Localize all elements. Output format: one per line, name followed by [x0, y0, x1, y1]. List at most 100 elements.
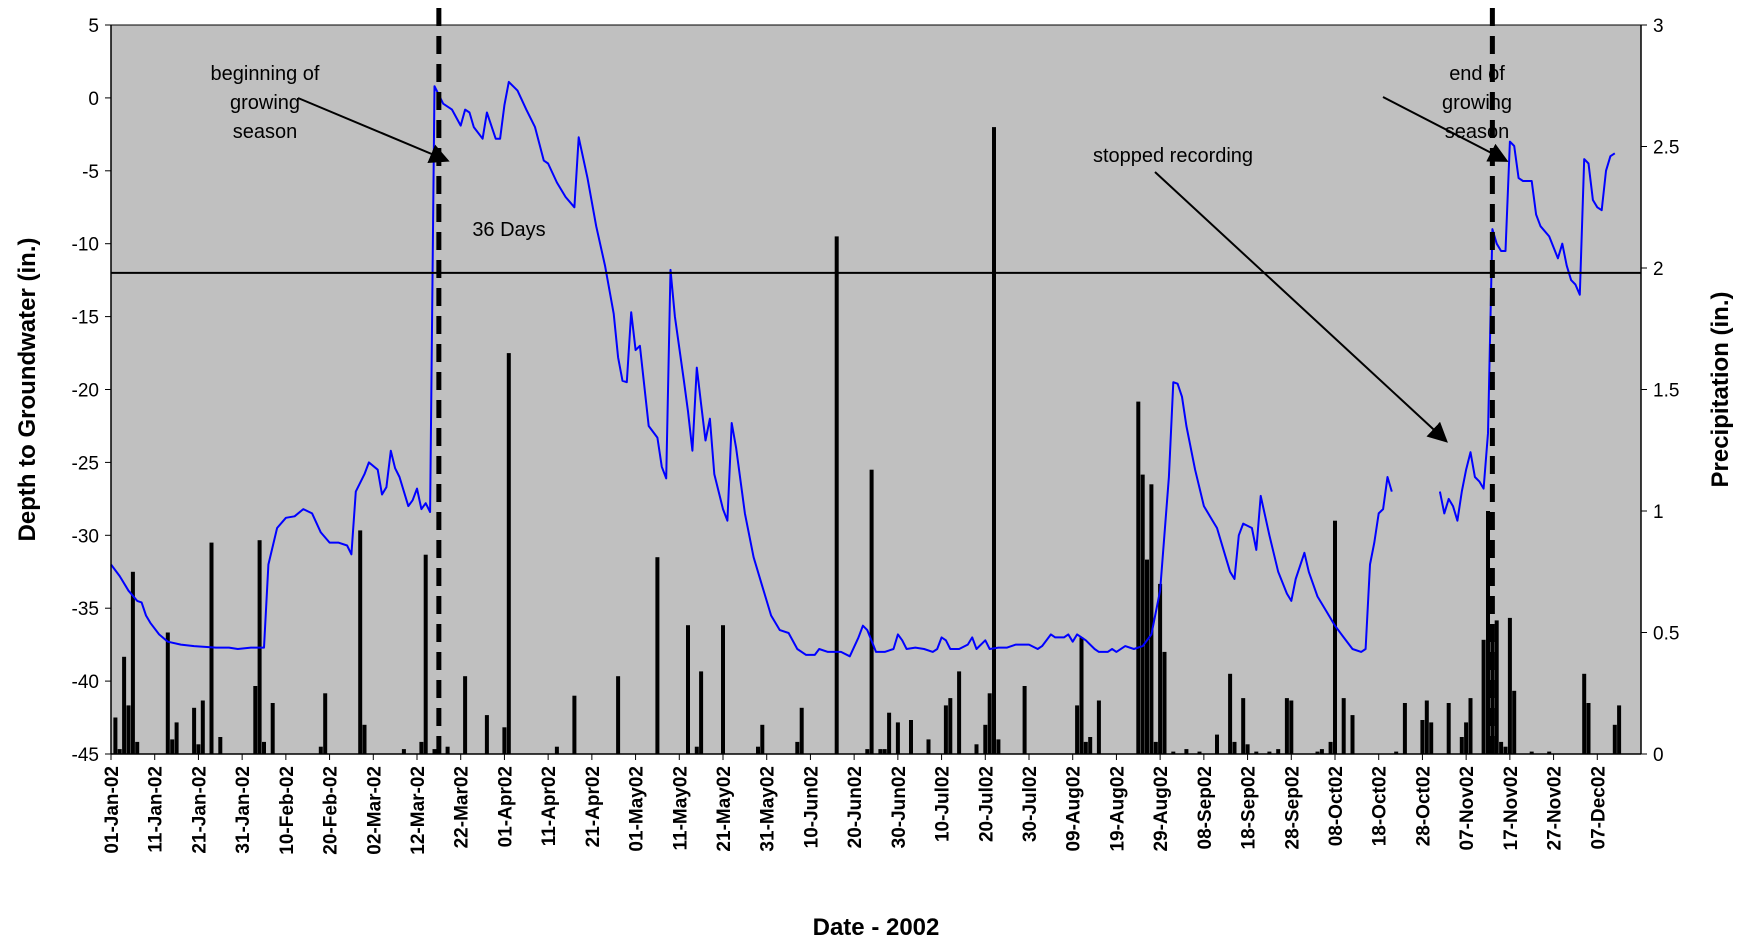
precipitation-bar — [1197, 751, 1202, 754]
right-tick-label: 3 — [1653, 16, 1664, 37]
left-tick-label: -40 — [72, 672, 99, 693]
precipitation-bar — [987, 693, 992, 755]
x-tick-label: 09-Aug02 — [1064, 766, 1085, 852]
arrow-stopped-recording — [1154, 171, 1448, 443]
x-tick-label: 11-Jan-02 — [146, 766, 167, 853]
precipitation-bar — [1245, 744, 1250, 754]
precipitation-bar — [126, 705, 131, 754]
precipitation-bar — [502, 727, 507, 754]
precipitation-bar — [1507, 617, 1512, 754]
x-tick-label: 17-Nov02 — [1501, 766, 1522, 851]
precipitation-bar — [1512, 690, 1517, 754]
left-tick-label: -25 — [72, 453, 99, 474]
precipitation-bar — [165, 632, 170, 754]
x-tick-label: 18-Sep02 — [1239, 766, 1260, 849]
precipitation-bar — [1446, 703, 1451, 754]
precipitation-bar — [117, 749, 122, 754]
precipitation-bar — [209, 542, 214, 754]
precipitation-bar — [113, 717, 118, 754]
x-tick-label: 01-Jan-02 — [102, 766, 123, 854]
x-tick-label: 11-Apr02 — [539, 766, 560, 846]
left-tick-label: -10 — [72, 235, 99, 256]
x-tick-label: 01-May02 — [627, 766, 648, 852]
left-tick-label: -45 — [72, 745, 99, 766]
annotation-end-growing-season-line: end of — [1449, 63, 1505, 85]
precipitation-bar — [974, 744, 979, 754]
x-tick-label: 07-Nov02 — [1457, 766, 1478, 851]
x-tick-label: 11-May02 — [670, 766, 691, 851]
precipitation-bar — [1083, 741, 1088, 754]
precipitation-bar — [253, 686, 258, 754]
groundwater-lines — [110, 80, 1616, 658]
annotation-beginning-growing-season-line: beginning of — [211, 63, 320, 85]
precipitation-bar — [1289, 700, 1294, 754]
left-tick-label: -20 — [72, 381, 99, 402]
precipitation-bar — [882, 749, 887, 754]
left-tick-label: -35 — [72, 599, 99, 620]
precipitation-bar — [1499, 741, 1504, 754]
precipitation-bar — [1171, 751, 1176, 754]
precipitation-bar — [318, 746, 323, 754]
precipitation-bar — [170, 739, 175, 754]
precipitation-bar — [358, 530, 363, 754]
precipitation-bar — [943, 705, 948, 754]
precipitation-bar — [1284, 698, 1289, 754]
precipitation-bar — [419, 741, 424, 754]
precipitation-bar — [1228, 673, 1233, 754]
precipitation-bar — [992, 127, 996, 755]
precipitation-bar — [1254, 751, 1259, 754]
x-tick-label: 10-Jun02 — [801, 766, 822, 848]
precipitation-bar — [484, 715, 489, 754]
precipitation-bar — [1402, 703, 1407, 754]
arrow-end-growing-season — [1382, 96, 1509, 162]
precipitation-bar — [795, 741, 800, 754]
precipitation-bar — [122, 656, 127, 754]
x-tick-label: 31-Jan-02 — [233, 766, 254, 854]
precipitation-bar — [200, 700, 205, 754]
precipitation-bar — [996, 739, 1001, 754]
x-tick-label: 10-Jul02 — [933, 766, 954, 842]
precipitation-bar — [909, 720, 913, 754]
precipitation-bar — [323, 693, 328, 755]
precipitation-bar — [1350, 715, 1355, 754]
annotation-beginning-growing-season-line: growing — [230, 92, 300, 114]
precipitation-bar — [1276, 749, 1281, 754]
precipitation-bar — [1075, 705, 1080, 754]
precipitation-bar — [1315, 751, 1320, 754]
x-tick-label: 18-Oct02 — [1370, 766, 1391, 846]
left-tick-label: -15 — [72, 308, 99, 329]
x-tick-label: 31-May02 — [758, 766, 779, 852]
annotation-beginning-growing-season: beginning of growing season — [211, 63, 320, 143]
precipitation-bar — [1319, 749, 1324, 754]
precipitation-bar — [432, 749, 437, 754]
precipitation-bar — [686, 625, 690, 754]
annotation-36-days-line: 36 Days — [472, 219, 545, 241]
precipitation-bar — [926, 739, 931, 754]
precipitation-bar — [1153, 741, 1158, 754]
precipitation-bar — [1333, 520, 1337, 754]
x-tick-label: 08-Oct02 — [1326, 766, 1347, 846]
precipitation-bar — [192, 707, 197, 754]
precipitation-bar — [1481, 639, 1486, 754]
annotation-end-growing-season: end of growing season — [1442, 63, 1512, 143]
precipitation-bar — [1341, 698, 1346, 754]
groundwater-line-segment — [110, 80, 1393, 658]
precipitation-bar — [1088, 737, 1093, 754]
right-tick-label: 2 — [1653, 259, 1664, 280]
precipitation-bar — [262, 741, 266, 754]
precipitation-bar — [554, 746, 559, 754]
precipitation-bar — [1022, 686, 1027, 754]
precipitation-bar — [1136, 401, 1141, 754]
precipitation-bar — [895, 722, 900, 754]
precipitation-bar — [1145, 559, 1149, 754]
left-axis-title: Depth to Groundwater (in.) — [14, 238, 41, 542]
left-tick-label: 0 — [88, 89, 99, 110]
x-tick-label: 10-Feb-02 — [277, 766, 298, 855]
precipitation-bar — [1464, 722, 1469, 754]
x-tick-label: 30-Jul02 — [1020, 766, 1041, 842]
precipitation-bar — [1162, 651, 1167, 754]
precipitation-bar — [957, 671, 962, 754]
precipitation-bar — [1503, 746, 1508, 754]
